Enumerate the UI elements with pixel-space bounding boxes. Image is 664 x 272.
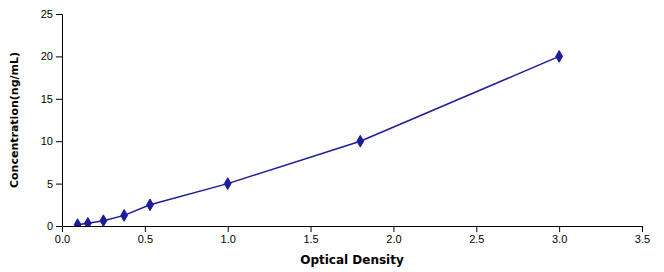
axis-line bbox=[56, 15, 63, 227]
tick-label: 2.0 bbox=[386, 233, 401, 245]
tick-label: 0 bbox=[47, 220, 53, 232]
marker bbox=[121, 210, 128, 222]
tick-mark bbox=[56, 56, 62, 57]
tick-mark bbox=[56, 226, 62, 227]
marker bbox=[224, 178, 231, 190]
tick: 1.5 bbox=[303, 226, 318, 245]
tick-label: 15 bbox=[41, 93, 53, 105]
x-axis-title: Optical Density bbox=[300, 253, 404, 267]
tick-mark bbox=[642, 226, 643, 232]
tick-mark bbox=[393, 226, 394, 232]
tick-label: 3.5 bbox=[635, 233, 650, 245]
tick-label: 25 bbox=[41, 8, 53, 20]
tick: 5 bbox=[47, 178, 62, 190]
marker bbox=[556, 51, 563, 63]
chart: 0.0 0.5 1.0 1.5 2.0 2.5 3.0 3.5 0 5 10 15 20 25 Optica… bbox=[0, 0, 664, 272]
axis-line bbox=[63, 227, 643, 233]
tick-label: 3.0 bbox=[552, 233, 567, 245]
tick-label: 1.0 bbox=[221, 233, 236, 245]
tick-mark bbox=[56, 141, 62, 142]
tick: 3.5 bbox=[635, 226, 650, 245]
tick-mark bbox=[145, 226, 146, 232]
tick: 1.0 bbox=[221, 226, 236, 245]
marker bbox=[100, 215, 107, 226]
tick-mark bbox=[56, 99, 62, 100]
tick-mark bbox=[56, 14, 62, 15]
marker bbox=[74, 219, 81, 226]
tick-mark bbox=[56, 184, 62, 185]
marker bbox=[357, 135, 364, 147]
tick-label: 1.5 bbox=[303, 233, 318, 245]
tick: 0 bbox=[47, 220, 62, 232]
marker bbox=[147, 199, 154, 211]
tick-label: 5 bbox=[47, 178, 53, 190]
tick: 10 bbox=[41, 135, 62, 147]
tick-label: 0.5 bbox=[138, 233, 153, 245]
tick: 0.5 bbox=[138, 226, 153, 245]
tick: 15 bbox=[41, 93, 62, 105]
tick-mark bbox=[476, 226, 477, 232]
tick-label: 20 bbox=[41, 50, 53, 62]
tick: 20 bbox=[41, 50, 62, 62]
tick: 2.5 bbox=[469, 226, 484, 245]
tick-label: 0.0 bbox=[55, 233, 70, 245]
tick-mark bbox=[311, 226, 312, 232]
tick: 25 bbox=[41, 8, 62, 20]
tick: 2.0 bbox=[386, 226, 401, 245]
tick-label: 10 bbox=[41, 135, 53, 147]
tick: 0.0 bbox=[55, 226, 70, 245]
x-axis: 0.0 0.5 1.0 1.5 2.0 2.5 3.0 3.5 bbox=[55, 226, 650, 245]
tick-label: 2.5 bbox=[469, 233, 484, 245]
tick-mark bbox=[228, 226, 229, 232]
tick-mark bbox=[559, 226, 560, 232]
plot: 0.0 0.5 1.0 1.5 2.0 2.5 3.0 3.5 0 5 10 15 20 25 Optica… bbox=[8, 8, 650, 267]
y-axis: 0 5 10 15 20 25 bbox=[41, 8, 63, 232]
line bbox=[78, 56, 560, 224]
marker bbox=[84, 217, 91, 226]
marks bbox=[74, 51, 562, 226]
tick: 3.0 bbox=[552, 226, 567, 245]
y-axis-title: Concentration(ng/mL) bbox=[8, 52, 21, 188]
